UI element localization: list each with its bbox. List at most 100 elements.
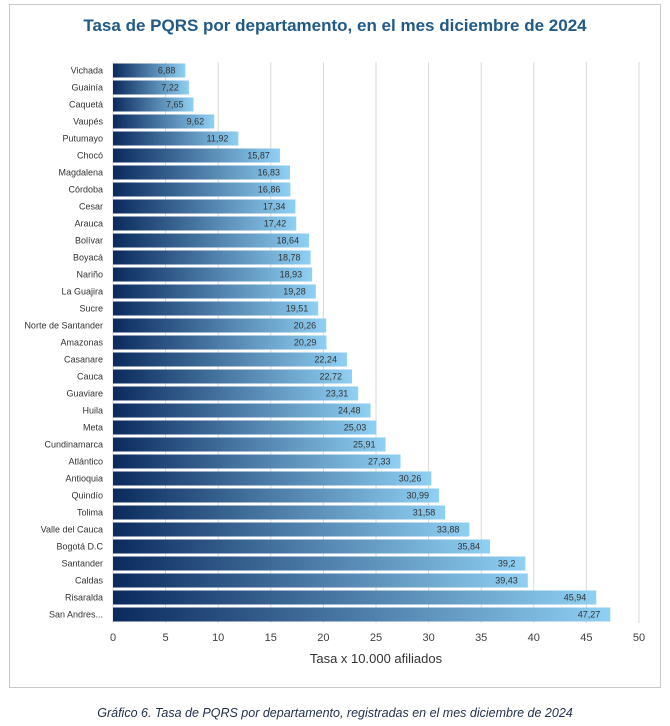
bar (113, 233, 310, 248)
category-label: Amazonas (60, 338, 103, 348)
category-label: Santander (61, 559, 103, 569)
category-label: Risaralda (65, 593, 103, 603)
bar (113, 148, 280, 163)
data-label: 15,87 (247, 151, 270, 161)
bar (113, 63, 186, 78)
bar (113, 607, 611, 622)
data-label: 30,26 (399, 474, 422, 484)
data-label: 22,24 (314, 355, 337, 365)
chart-title: Tasa de PQRS por departamento, en el mes… (83, 16, 587, 35)
bar (113, 352, 347, 367)
x-tick-label: 35 (475, 632, 487, 644)
bar (113, 267, 313, 282)
bar (113, 590, 597, 605)
data-label: 18,64 (277, 236, 300, 246)
data-label: 31,58 (413, 508, 436, 518)
data-label: 9,62 (187, 117, 205, 127)
data-label: 25,91 (353, 440, 376, 450)
bar (113, 454, 401, 469)
data-label: 20,29 (294, 338, 317, 348)
data-label: 47,27 (578, 610, 601, 620)
category-label: Huila (82, 406, 103, 416)
data-label: 27,33 (368, 457, 391, 467)
x-tick-label: 45 (580, 632, 592, 644)
category-label: Casanare (64, 355, 103, 365)
data-label: 23,31 (326, 389, 349, 399)
category-label: Valle del Cauca (41, 525, 103, 535)
data-label: 17,34 (263, 202, 286, 212)
category-label: Guainía (71, 83, 103, 93)
bar (113, 556, 526, 571)
x-tick-label: 30 (422, 632, 434, 644)
category-label: Bogotá D.C (56, 542, 103, 552)
x-tick-label: 5 (163, 632, 169, 644)
category-label: Cauca (77, 372, 103, 382)
category-label: Boyacá (73, 253, 103, 263)
bar (113, 539, 491, 554)
category-label: Caquetá (69, 100, 103, 110)
data-label: 33,88 (437, 525, 460, 535)
bar (113, 165, 291, 180)
category-label: Atlántico (68, 457, 103, 467)
bar (113, 420, 377, 435)
bar (113, 80, 189, 95)
x-tick-label: 10 (212, 632, 224, 644)
x-tick-label: 50 (633, 632, 645, 644)
category-label: Quindío (71, 491, 103, 501)
data-label: 17,42 (264, 219, 287, 229)
data-label: 19,28 (283, 287, 306, 297)
category-label: Caldas (75, 576, 104, 586)
data-label: 11,92 (207, 134, 229, 144)
data-label: 25,03 (344, 423, 367, 433)
data-label: 24,48 (338, 406, 361, 416)
bar (113, 216, 297, 231)
x-tick-label: 15 (265, 632, 277, 644)
bar (113, 369, 353, 384)
category-label: Chocó (77, 151, 103, 161)
category-label: Sucre (79, 304, 103, 314)
bar (113, 386, 359, 401)
bar (113, 97, 194, 112)
category-label: Antioquia (65, 474, 103, 484)
data-label: 7,22 (161, 83, 179, 93)
data-label: 16,83 (258, 168, 281, 178)
bar (113, 114, 215, 129)
bar (113, 437, 386, 452)
x-tick-label: 40 (528, 632, 540, 644)
data-label: 18,78 (278, 253, 301, 263)
category-label: La Guajira (61, 287, 103, 297)
bar (113, 471, 432, 486)
data-label: 22,72 (319, 372, 342, 382)
bars: Vichada 6,88 Guainía 7,22 Caquetá 7,65 Vaupés 9… (24, 63, 611, 622)
category-label: San Andres... (49, 610, 103, 620)
data-label: 19,51 (286, 304, 309, 314)
data-label: 39,2 (498, 559, 516, 569)
category-label: Norte de Santander (24, 321, 103, 331)
bar (113, 250, 311, 265)
category-label: Vaupés (73, 117, 103, 127)
category-label: Guaviare (66, 389, 103, 399)
x-axis-ticks: 0 5 10 15 20 25 30 35 40 45 50 (110, 632, 645, 644)
x-tick-label: 0 (110, 632, 116, 644)
bar (113, 131, 239, 146)
category-label: Nariño (76, 270, 103, 280)
data-label: 35,84 (458, 542, 481, 552)
x-tick-label: 20 (317, 632, 329, 644)
data-label: 18,93 (280, 270, 303, 280)
category-label: Putumayo (62, 134, 103, 144)
bar (113, 182, 291, 197)
category-label: Cundinamarca (44, 440, 103, 450)
bar (113, 403, 371, 418)
category-label: Arauca (74, 219, 103, 229)
data-label: 20,26 (294, 321, 317, 331)
data-label: 7,65 (166, 100, 184, 110)
bar (113, 488, 440, 503)
bar (113, 522, 470, 537)
category-label: Vichada (71, 66, 103, 76)
category-label: Meta (83, 423, 103, 433)
bar (113, 301, 319, 316)
bar (113, 199, 296, 214)
bar-chart: Vichada 6,88 Guainía 7,22 Caquetá 7,65 Vaupés 9… (24, 62, 645, 666)
bar (113, 284, 316, 299)
data-label: 6,88 (158, 66, 176, 76)
